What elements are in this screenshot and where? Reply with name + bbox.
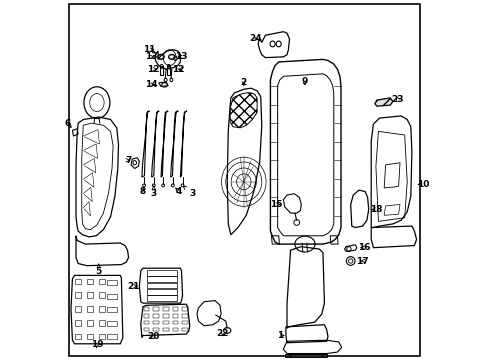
Text: 24: 24 <box>249 35 261 44</box>
Text: 10: 10 <box>416 180 428 189</box>
Text: 11: 11 <box>142 45 155 54</box>
Text: 18: 18 <box>369 205 382 214</box>
Text: 4: 4 <box>175 187 182 196</box>
Text: 1: 1 <box>277 331 284 340</box>
Text: 8: 8 <box>140 187 146 196</box>
Text: 2: 2 <box>240 78 246 87</box>
Text: 6: 6 <box>64 119 71 128</box>
Text: 3: 3 <box>183 186 195 198</box>
Text: 5: 5 <box>95 264 102 276</box>
Text: 9: 9 <box>301 77 307 86</box>
Text: 17: 17 <box>355 256 368 266</box>
Text: 12: 12 <box>147 65 159 74</box>
Text: 19: 19 <box>90 341 103 349</box>
Text: 14: 14 <box>145 80 158 89</box>
Text: 7: 7 <box>125 156 132 165</box>
Text: 15: 15 <box>269 200 282 209</box>
Text: 13: 13 <box>175 53 187 62</box>
Text: 20: 20 <box>147 332 160 341</box>
Polygon shape <box>374 98 392 106</box>
Text: 21: 21 <box>126 282 139 291</box>
Text: 12: 12 <box>171 65 184 74</box>
Text: 3: 3 <box>150 186 157 198</box>
Text: 13: 13 <box>144 53 157 62</box>
Text: 22: 22 <box>216 328 229 338</box>
Text: 16: 16 <box>357 243 369 252</box>
Text: 23: 23 <box>390 95 403 104</box>
